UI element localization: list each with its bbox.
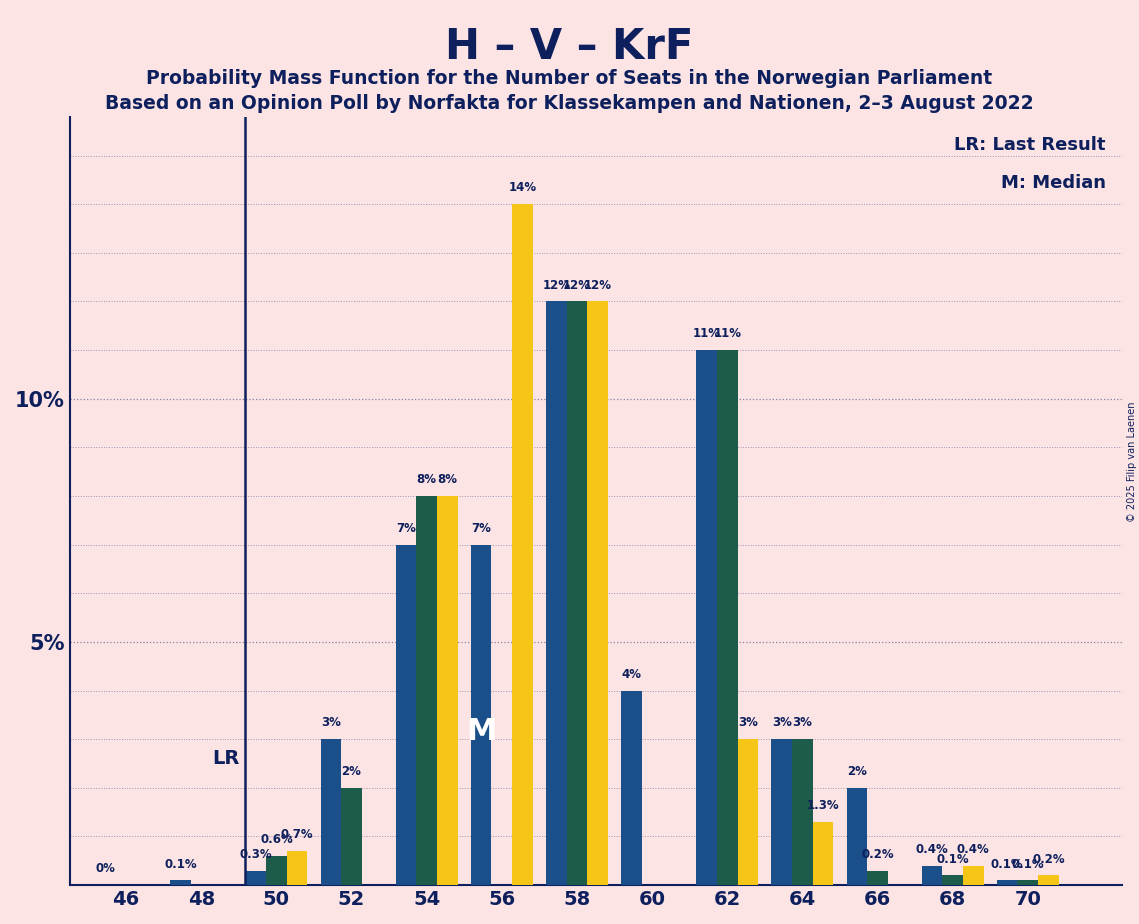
Text: 14%: 14% [508, 181, 536, 194]
Text: M: M [466, 717, 497, 747]
Bar [566, 301, 588, 885]
Text: LR: Last Result: LR: Last Result [954, 136, 1106, 154]
Bar [921, 866, 942, 885]
Bar [320, 739, 342, 885]
Text: 12%: 12% [583, 279, 612, 292]
Text: 7%: 7% [396, 522, 416, 535]
Bar [1017, 881, 1038, 885]
Text: 11%: 11% [713, 327, 741, 340]
Text: 3%: 3% [738, 716, 757, 729]
Text: 8%: 8% [437, 473, 458, 486]
Text: M: Median: M: Median [1001, 175, 1106, 192]
Bar [287, 851, 308, 885]
Text: 4%: 4% [622, 668, 641, 681]
Text: Based on an Opinion Poll by Norfakta for Klassekampen and Nationen, 2–3 August 2: Based on an Opinion Poll by Norfakta for… [105, 94, 1034, 114]
Text: 8%: 8% [417, 473, 436, 486]
Bar [170, 881, 191, 885]
Bar [588, 301, 608, 885]
Text: 0.2%: 0.2% [1032, 853, 1065, 866]
Bar [942, 875, 962, 885]
Bar [267, 856, 287, 885]
Text: 11%: 11% [693, 327, 721, 340]
Bar [395, 544, 417, 885]
Text: H – V – KrF: H – V – KrF [445, 26, 694, 67]
Text: 3%: 3% [793, 716, 812, 729]
Bar [792, 739, 813, 885]
Text: 0.6%: 0.6% [260, 833, 293, 846]
Bar [470, 544, 491, 885]
Text: 0.2%: 0.2% [861, 848, 894, 861]
Text: 0.1%: 0.1% [164, 857, 197, 870]
Text: 12%: 12% [542, 279, 571, 292]
Bar [546, 301, 566, 885]
Text: 0.1%: 0.1% [936, 853, 969, 866]
Text: 1.3%: 1.3% [806, 799, 839, 812]
Bar [437, 496, 458, 885]
Bar [621, 690, 641, 885]
Text: 0.7%: 0.7% [280, 828, 313, 842]
Text: 3%: 3% [321, 716, 341, 729]
Bar [696, 350, 716, 885]
Text: Probability Mass Function for the Number of Seats in the Norwegian Parliament: Probability Mass Function for the Number… [147, 69, 992, 89]
Text: 2%: 2% [847, 765, 867, 778]
Bar [771, 739, 792, 885]
Bar [1038, 875, 1059, 885]
Text: LR: LR [212, 749, 239, 768]
Bar [867, 870, 887, 885]
Text: 3%: 3% [772, 716, 792, 729]
Bar [997, 881, 1017, 885]
Text: 0.1%: 0.1% [991, 857, 1024, 870]
Text: © 2025 Filip van Laenen: © 2025 Filip van Laenen [1126, 402, 1137, 522]
Bar [342, 788, 362, 885]
Bar [813, 822, 834, 885]
Bar [513, 204, 533, 885]
Bar [716, 350, 738, 885]
Bar [738, 739, 759, 885]
Bar [846, 788, 867, 885]
Bar [245, 870, 267, 885]
Text: 12%: 12% [563, 279, 591, 292]
Text: 0%: 0% [96, 862, 115, 875]
Text: 0.4%: 0.4% [916, 843, 949, 856]
Text: 0.3%: 0.3% [239, 848, 272, 861]
Text: 2%: 2% [342, 765, 361, 778]
Text: 0.4%: 0.4% [957, 843, 990, 856]
Bar [962, 866, 984, 885]
Bar [417, 496, 437, 885]
Text: 0.1%: 0.1% [1011, 857, 1044, 870]
Text: 7%: 7% [472, 522, 491, 535]
